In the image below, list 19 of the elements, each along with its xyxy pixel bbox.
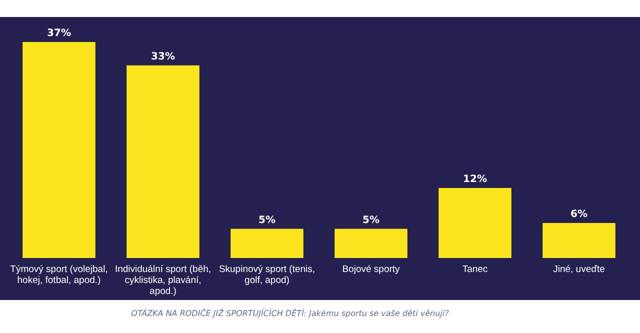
data-label: 6% bbox=[570, 208, 588, 220]
x-tick-label: Týmový sport (volejbal, hokej, fotbal, apod.) bbox=[10, 264, 108, 286]
bar bbox=[334, 228, 408, 258]
x-tick-label: Individuální sport (běh, cyklistika, plavání, apod.) bbox=[114, 264, 212, 297]
text: OTÁZKA NA RODIČE JIŽ SPORTUJÍCÍCH DĚTÍ: Jakému sportu se vaše děti věnují? bbox=[131, 308, 450, 318]
bar bbox=[438, 188, 512, 258]
data-label: 5% bbox=[362, 214, 380, 226]
data-label: 37% bbox=[47, 28, 71, 39]
x-tick-label: Bojové sporty bbox=[342, 264, 400, 275]
x-tick-label: Jiné, uveďte bbox=[553, 264, 605, 275]
data-label: 33% bbox=[151, 51, 175, 62]
data-label: 5% bbox=[258, 214, 276, 226]
bar bbox=[22, 42, 96, 258]
data-label: 12% bbox=[463, 174, 487, 185]
bar bbox=[230, 228, 304, 258]
bar bbox=[542, 222, 616, 258]
x-tick-label: Skupinový sport (tenis, golf, apod) bbox=[218, 264, 316, 286]
x-tick-label: Tanec bbox=[462, 264, 488, 275]
bar bbox=[126, 65, 200, 258]
